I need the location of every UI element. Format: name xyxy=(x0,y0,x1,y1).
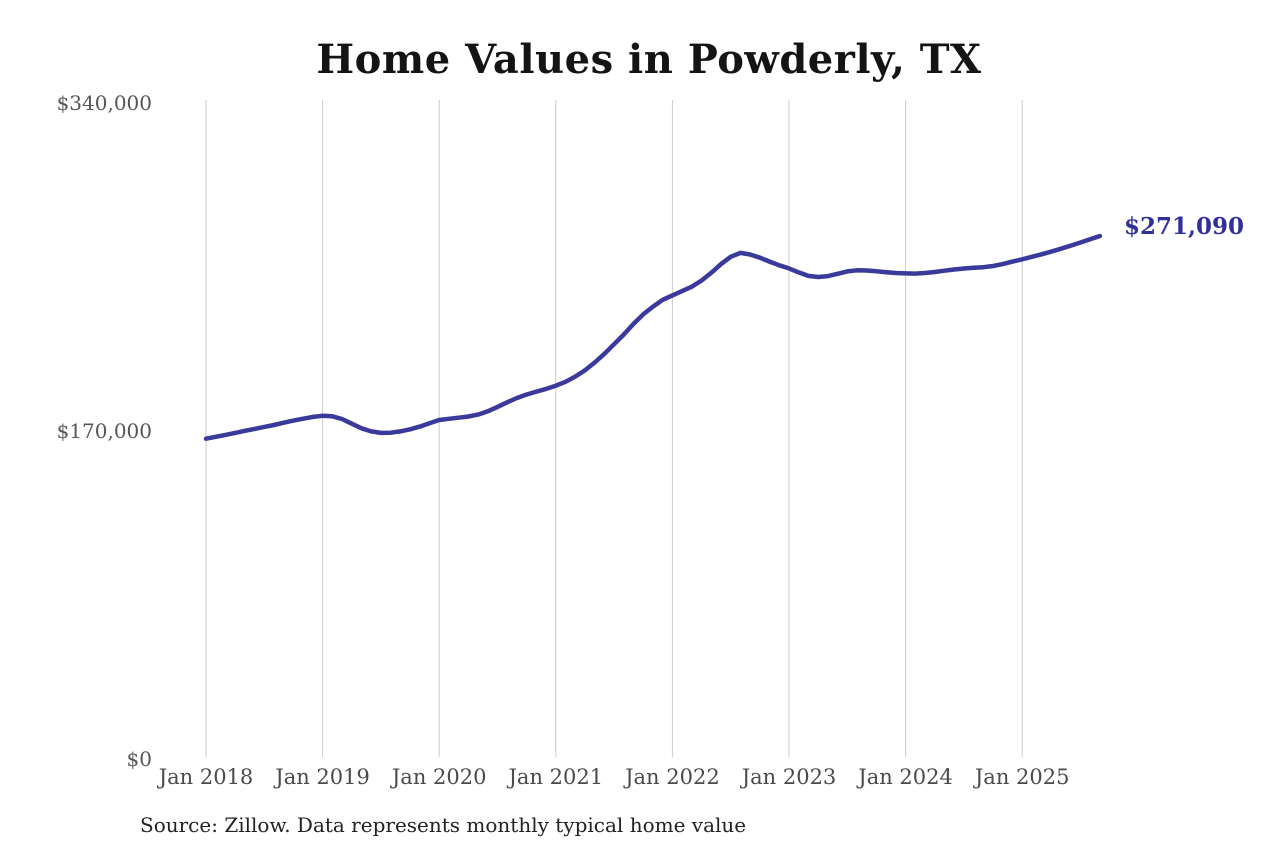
x-tick-label: Jan 2019 xyxy=(273,765,370,789)
x-tick-label: Jan 2022 xyxy=(623,765,720,789)
x-tick-label: Jan 2020 xyxy=(390,765,487,789)
x-tick-label: Jan 2018 xyxy=(157,765,254,789)
x-tick-label: Jan 2025 xyxy=(973,765,1070,789)
latest-value-label: $271,090 xyxy=(1124,213,1245,240)
x-tick-label: Jan 2023 xyxy=(740,765,837,789)
chart-title: Home Values in Powderly, TX xyxy=(316,36,982,83)
y-tick-label: $0 xyxy=(127,747,152,771)
x-tick-label: Jan 2024 xyxy=(856,765,953,789)
y-tick-label: $170,000 xyxy=(57,419,152,443)
home-value-line xyxy=(203,233,1103,441)
x-tick-label: Jan 2021 xyxy=(507,765,604,789)
source-note: Source: Zillow. Data represents monthly … xyxy=(140,813,747,837)
y-tick-label: $340,000 xyxy=(57,91,152,115)
